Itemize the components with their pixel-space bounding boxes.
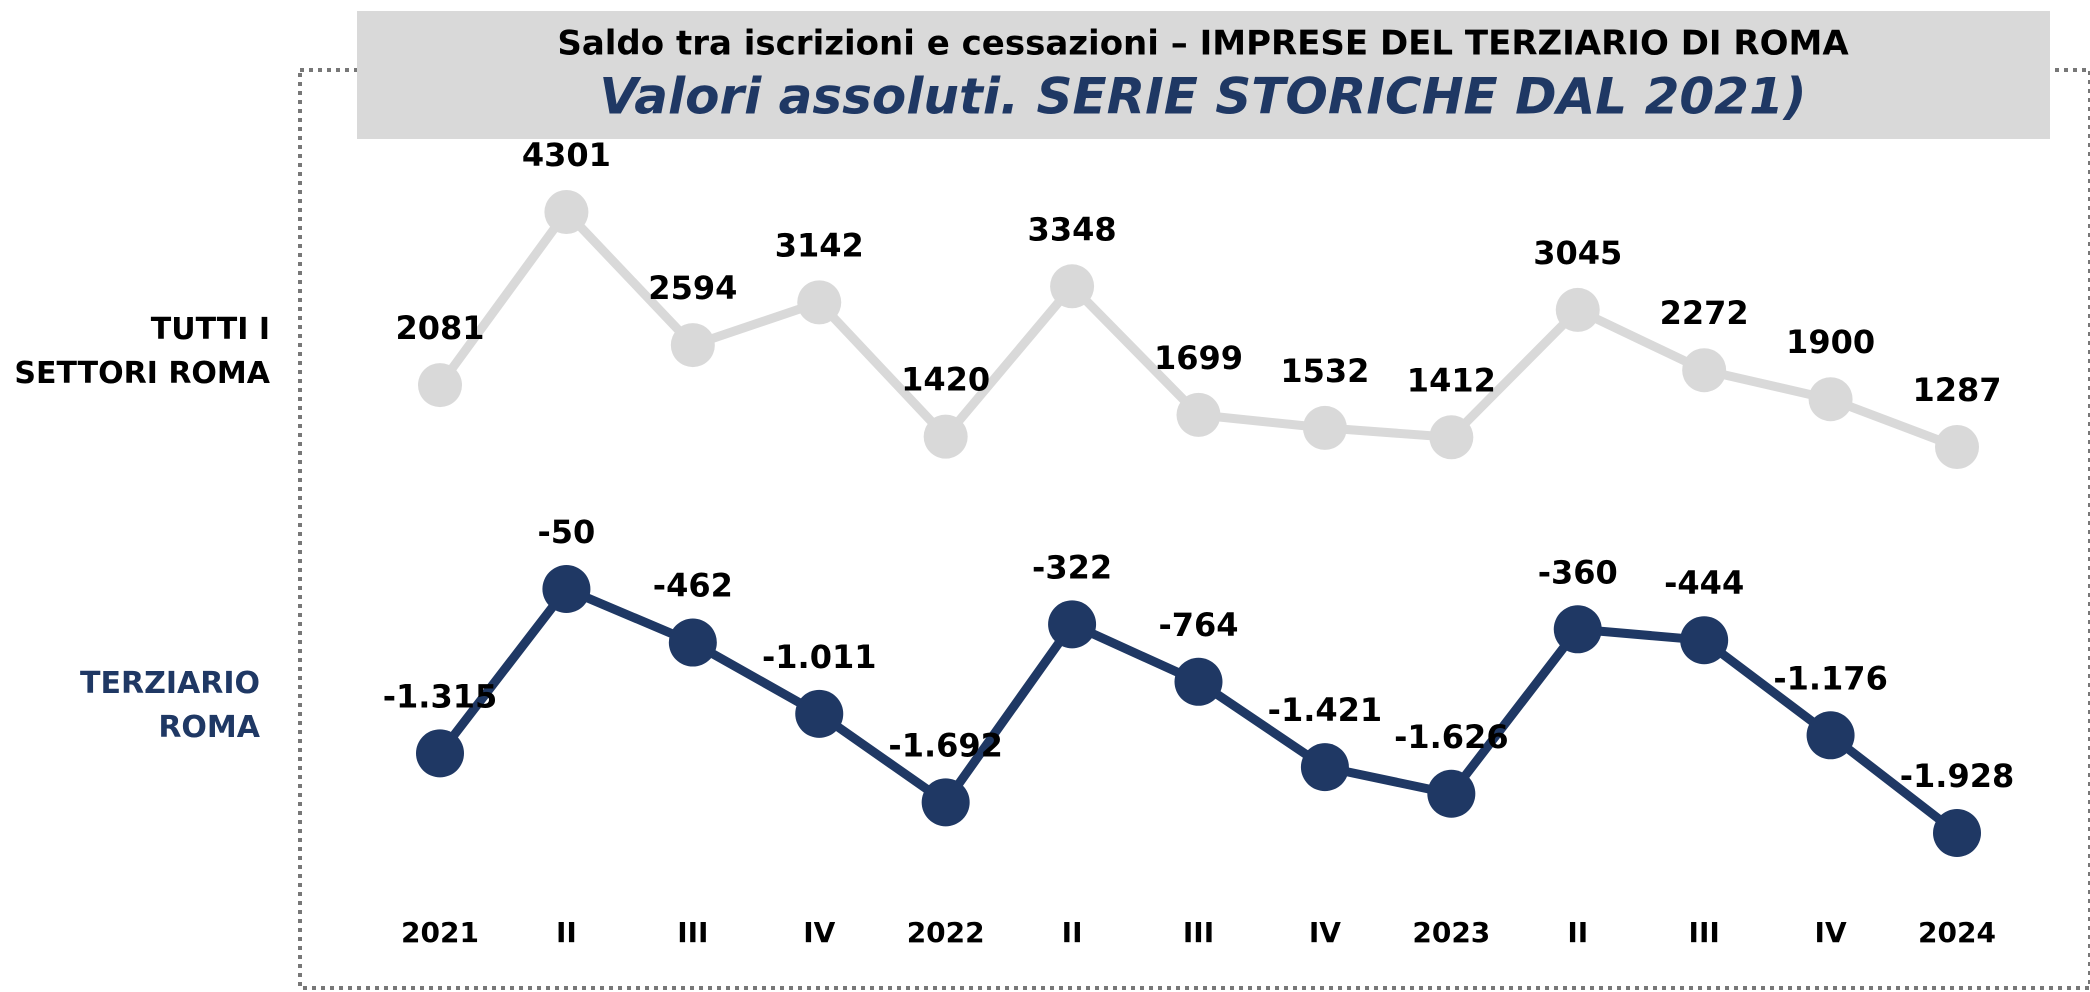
data-label: -322 — [1032, 548, 1112, 586]
point — [1176, 392, 1221, 437]
point — [544, 190, 589, 234]
point — [921, 778, 970, 827]
point — [923, 414, 968, 459]
chart-title: Saldo tra iscrizioni e cessazioni – IMPR… — [557, 24, 1849, 64]
data-label: 4301 — [522, 136, 611, 174]
point — [797, 280, 842, 325]
point — [668, 618, 717, 667]
data-label: -1.626 — [1394, 718, 1509, 756]
data-label: -1.928 — [1900, 757, 2015, 795]
data-label: 2081 — [395, 309, 484, 347]
data-label: -462 — [653, 567, 733, 605]
point — [542, 565, 591, 613]
data-label: 2594 — [648, 269, 737, 307]
x-tick-label: II — [1062, 916, 1083, 949]
data-label: -1.692 — [888, 726, 1003, 764]
x-tick-label: III — [1183, 916, 1214, 949]
x-tick-label: IV — [803, 916, 835, 949]
point — [1808, 377, 1853, 422]
data-label: -764 — [1158, 606, 1238, 644]
data-label: 2272 — [1660, 294, 1749, 332]
series-label: TUTTI I SETTORI ROMA — [14, 312, 270, 391]
data-label: 3348 — [1028, 210, 1117, 248]
data-label: -50 — [538, 513, 596, 551]
point — [1682, 348, 1727, 393]
series-label: TERZIARIO ROMA — [80, 666, 260, 745]
point — [1680, 616, 1729, 665]
point — [1302, 405, 1347, 450]
x-tick-label: III — [677, 916, 708, 949]
data-label: 1900 — [1786, 323, 1875, 361]
data-label: 1412 — [1407, 361, 1496, 399]
x-tick-label: 2023 — [1412, 916, 1490, 949]
point — [1048, 600, 1097, 649]
data-label: 3045 — [1533, 234, 1622, 272]
point — [1555, 287, 1600, 332]
point — [416, 729, 464, 778]
x-tick-label: 2024 — [1918, 916, 1996, 949]
data-label: 1532 — [1280, 352, 1369, 390]
data-label: 1287 — [1912, 371, 2001, 409]
point — [1050, 264, 1095, 309]
x-tick-label: IV — [1309, 916, 1341, 949]
data-label: -1.011 — [762, 638, 877, 676]
title-box — [357, 11, 2050, 139]
data-label: -1.176 — [1773, 659, 1888, 697]
data-label: 3142 — [775, 226, 864, 264]
x-tick-label: 2021 — [401, 916, 479, 949]
data-label: -1.315 — [383, 677, 498, 715]
point — [1300, 743, 1349, 792]
point — [670, 323, 715, 368]
point — [1806, 711, 1855, 760]
point — [1935, 425, 1979, 469]
x-tick-label: II — [556, 916, 577, 949]
point — [418, 363, 462, 408]
chart-subtitle: Valori assoluti. SERIE STORICHE DAL 2021… — [599, 68, 1806, 126]
point — [1553, 605, 1602, 654]
point — [1174, 657, 1223, 706]
point — [795, 689, 844, 738]
point — [1933, 809, 1981, 857]
data-label: -1.421 — [1268, 691, 1383, 729]
data-label: 1699 — [1154, 339, 1243, 377]
x-tick-label: III — [1689, 916, 1720, 949]
point — [1429, 415, 1474, 460]
x-tick-label: II — [1567, 916, 1588, 949]
x-tick-label: 2022 — [907, 916, 985, 949]
point — [1427, 769, 1476, 818]
data-label: 1420 — [901, 361, 990, 399]
x-tick-label: IV — [1815, 916, 1847, 949]
data-label: -360 — [1538, 553, 1618, 591]
data-label: -444 — [1664, 564, 1744, 602]
